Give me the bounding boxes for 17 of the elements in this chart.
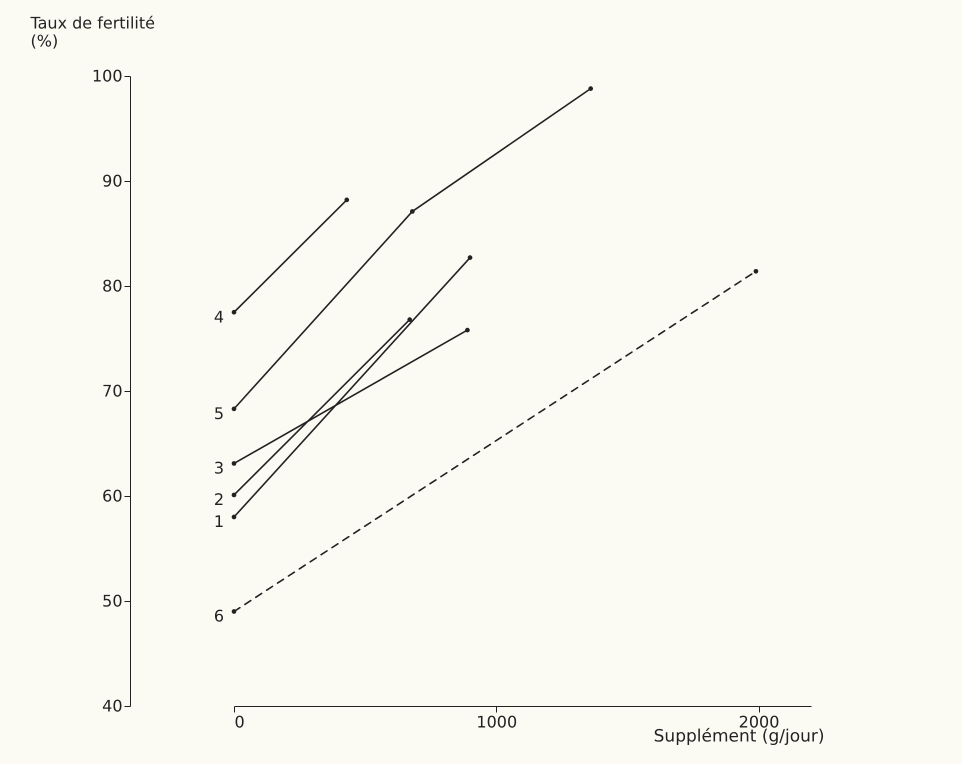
series-label: 4 — [214, 307, 224, 326]
x-tick-label: 0 — [234, 712, 245, 732]
x-axis-title: Supplément (g/jour) — [654, 726, 824, 746]
series-label: 5 — [214, 404, 224, 423]
y-tick-label: 80 — [102, 276, 122, 296]
series-label: 6 — [214, 606, 224, 626]
y-tick-label: 90 — [102, 172, 122, 190]
y-tick-label: 60 — [102, 486, 122, 506]
series-label: 1 — [214, 512, 224, 531]
y-axis-title: Taux de fertilité (%) — [30, 14, 155, 50]
y-tick-label: 100 — [92, 66, 122, 86]
y-tick-label: 70 — [102, 382, 122, 400]
x-tick-label: 1000 — [476, 712, 518, 732]
y-tick-label: 40 — [102, 696, 122, 716]
series-label: 3 — [214, 458, 224, 478]
series-label: 2 — [214, 490, 224, 509]
y-tick-label: 50 — [102, 592, 122, 610]
